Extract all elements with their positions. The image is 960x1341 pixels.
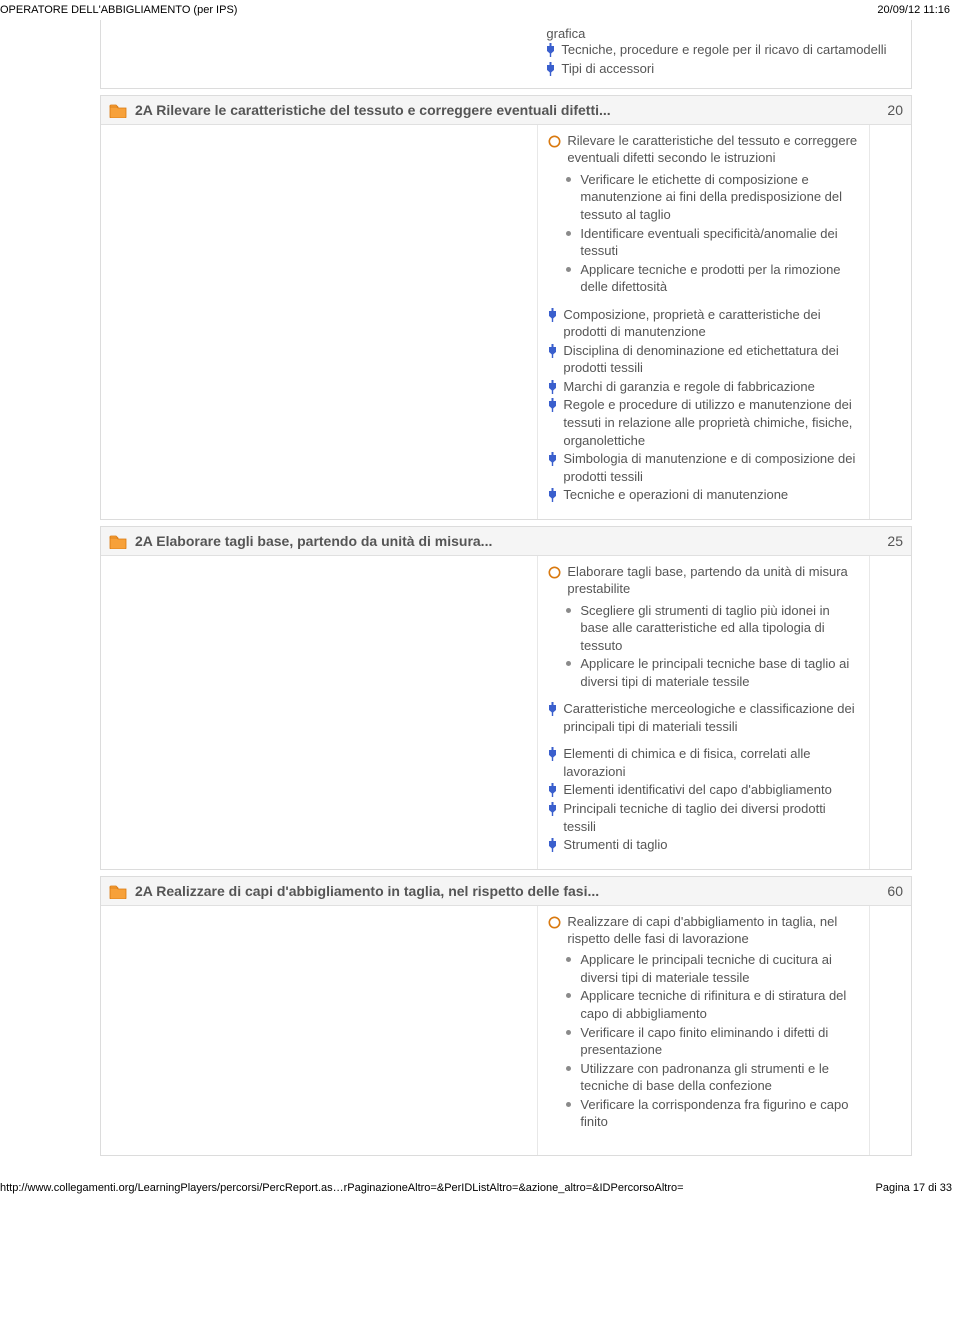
doc-title: OPERATORE DELL'ABBIGLIAMENTO (per IPS) [0,4,237,16]
page-header: OPERATORE DELL'ABBIGLIAMENTO (per IPS) 2… [0,0,960,20]
list-item: Caratteristiche merceologiche e classifi… [548,700,859,735]
section-header: 2A Elaborare tagli base, partendo da uni… [101,527,911,556]
list-item: Tecniche, procedure e regole per il rica… [546,41,903,59]
list-item: Simbologia di manutenzione e di composiz… [548,450,859,485]
objective: Rilevare le caratteristiche del tessuto … [548,133,859,167]
right-gutter [869,125,911,519]
list-item: Identificare eventuali specificità/anoma… [566,225,859,260]
list-item: Verificare le etichette di composizione … [566,171,859,224]
list-item: Utilizzare con padronanza gli strumenti … [566,1060,859,1095]
pin-icon [548,452,557,466]
pin-icon [548,783,557,797]
top-fragment: grafica Tecniche, procedure e regole per… [100,20,912,89]
list-item: Regole e procedure di utilizzo e manuten… [548,396,859,449]
section-body: Realizzare di capi d'abbigliamento in ta… [101,906,911,1155]
pin-icon [548,308,557,322]
left-spacer [101,125,538,519]
circle-icon [548,916,561,929]
pin-list: Composizione, proprietà e caratteristich… [548,306,859,504]
list-item: Applicare le principali tecniche base di… [566,655,859,690]
pin-icon [548,380,557,394]
detail: Elaborare tagli base, partendo da unità … [538,556,869,869]
list-item: Composizione, proprietà e caratteristich… [548,306,859,341]
pin-icon [548,488,557,502]
section-hours: 25 [875,533,903,549]
detail: Rilevare le caratteristiche del tessuto … [538,125,869,519]
section-header: 2A Rilevare le caratteristiche del tessu… [101,96,911,125]
bullet-list: Scegliere gli strumenti di taglio più id… [548,602,859,691]
detail: Realizzare di capi d'abbigliamento in ta… [538,906,869,1155]
list-item: Verificare la corrispondenza fra figurin… [566,1096,859,1131]
objective: Elaborare tagli base, partendo da unità … [548,564,859,598]
page-content: grafica Tecniche, procedure e regole per… [0,20,960,1156]
section: 2A Elaborare tagli base, partendo da uni… [100,526,912,870]
fragment-pin-list: Tecniche, procedure e regole per il rica… [546,41,903,77]
bullet-list: Applicare le principali tecniche di cuci… [548,951,859,1130]
list-item: Applicare tecniche di rifinitura e di st… [566,987,859,1022]
section: 2A Realizzare di capi d'abbigliamento in… [100,876,912,1156]
pin-icon [546,62,555,76]
section-body: Elaborare tagli base, partendo da unità … [101,556,911,869]
list-item: Strumenti di taglio [548,836,859,854]
list-item: Scegliere gli strumenti di taglio più id… [566,602,859,655]
list-item: Elementi di chimica e di fisica, correla… [548,745,859,780]
left-spacer [101,556,538,869]
pin-icon [548,702,557,716]
circle-icon [548,135,561,148]
right-gutter [869,906,911,1155]
section-body: Rilevare le caratteristiche del tessuto … [101,125,911,519]
section-title: 2A Realizzare di capi d'abbigliamento in… [135,883,875,899]
folder-icon [109,102,127,118]
right-gutter [869,556,911,869]
list-item: Principali tecniche di taglio dei divers… [548,800,859,835]
footer-page: Pagina 17 di 33 [876,1182,952,1194]
section-hours: 60 [875,883,903,899]
list-item: Elementi identificativi del capo d'abbig… [548,781,859,799]
pin-icon [548,398,557,412]
pin-icon [548,747,557,761]
pin-icon [548,802,557,816]
folder-icon [109,883,127,899]
fragment-word: grafica [546,26,903,41]
list-item: Verificare il capo finito eliminando i d… [566,1024,859,1059]
objective: Realizzare di capi d'abbigliamento in ta… [548,914,859,948]
section-title: 2A Elaborare tagli base, partendo da uni… [135,533,875,549]
section-hours: 20 [875,102,903,118]
pin-list: Caratteristiche merceologiche e classifi… [548,700,859,735]
list-item: Applicare tecniche e prodotti per la rim… [566,261,859,296]
footer-url: http://www.collegamenti.org/LearningPlay… [0,1182,684,1194]
doc-timestamp: 20/09/12 11:16 [877,4,950,16]
list-item: Disciplina di denominazione ed etichetta… [548,342,859,377]
section: 2A Rilevare le caratteristiche del tessu… [100,95,912,520]
list-item: Tipi di accessori [546,60,903,78]
pin-icon [546,43,555,57]
pin-icon [548,838,557,852]
pin-list: Elementi di chimica e di fisica, correla… [548,745,859,853]
circle-icon [548,566,561,579]
list-item: Tecniche e operazioni di manutenzione [548,486,859,504]
folder-icon [109,533,127,549]
section-title: 2A Rilevare le caratteristiche del tessu… [135,102,875,118]
list-item: Applicare le principali tecniche di cuci… [566,951,859,986]
bullet-list: Verificare le etichette di composizione … [548,171,859,296]
section-header: 2A Realizzare di capi d'abbigliamento in… [101,877,911,906]
left-spacer [101,906,538,1155]
page-footer: http://www.collegamenti.org/LearningPlay… [0,1162,960,1198]
pin-icon [548,344,557,358]
list-item: Marchi di garanzia e regole di fabbricaz… [548,378,859,396]
